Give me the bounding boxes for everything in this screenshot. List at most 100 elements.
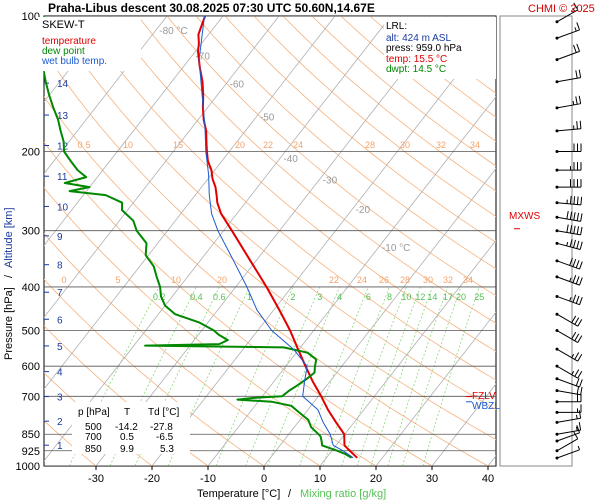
wind-barb	[555, 364, 583, 379]
pressure-tick-label: 850	[22, 429, 40, 441]
mixing-ratio-label: 0.4	[190, 292, 203, 302]
wind-barb-flag	[577, 370, 583, 379]
isotherm-line	[44, 16, 280, 318]
wind-barb	[555, 179, 582, 189]
wind-barb-flag	[576, 43, 581, 52]
legend-box	[38, 17, 141, 71]
wind-barb-dot	[555, 36, 559, 40]
adiabat-label-mid: 0	[61, 275, 66, 285]
wind-barb-staff	[556, 50, 580, 61]
adiabat-label-top: 22	[263, 140, 273, 150]
wind-barb-dot	[555, 229, 559, 233]
pressure-tick-label: 200	[22, 146, 40, 158]
wind-barb-dot	[555, 456, 559, 460]
wind-barb-flag	[569, 211, 573, 220]
y-axis-label-pressure: Pressure [hPa]	[3, 287, 15, 360]
wind-barb-flag	[579, 277, 583, 286]
y-axis-label-sep: /	[3, 274, 15, 278]
table-header-t: T	[124, 407, 130, 418]
wind-barb-flag	[569, 238, 573, 247]
wind-barb-staff	[556, 313, 579, 327]
wind-barb-dot	[555, 439, 559, 443]
isotherm-line	[263, 167, 496, 466]
altitude-tick-label: 1	[57, 441, 63, 452]
wind-barb-dot	[555, 432, 559, 436]
isotherm-label: -50	[260, 112, 275, 123]
lrl-alt: alt: 424 m ASL	[386, 33, 451, 44]
wind-barb-half	[571, 370, 575, 375]
table-row-500-td: -27.8	[150, 422, 173, 433]
temp-tick-label: 40	[482, 473, 494, 485]
wind-barb	[555, 22, 581, 40]
wind-barb-dot	[555, 347, 559, 351]
wind-barb	[555, 404, 582, 414]
altitude-tick-label: 7	[57, 288, 63, 299]
wind-barb-half	[574, 27, 577, 32]
wind-barb-staff	[556, 29, 580, 39]
legend-wet-bulb: wet bulb temp.	[41, 56, 107, 67]
table-header-td: Td [°C]	[148, 407, 179, 418]
temp-tick-label: 0	[261, 473, 267, 485]
table-row-500-t: -14.2	[115, 422, 138, 433]
wind-barb-dot	[555, 106, 559, 110]
mixing-ratio-label: 6	[366, 292, 371, 302]
mxws-label: MXWS	[509, 211, 540, 222]
table-row-700-t: 0.5	[120, 432, 134, 443]
wind-barb-flag	[580, 213, 583, 222]
wind-barb	[555, 69, 582, 84]
mixing-ratio-label: 1	[247, 292, 252, 302]
altitude-tick-label: 12	[57, 142, 69, 153]
adiabat-label-top: 10	[123, 140, 133, 150]
dew-point-line	[44, 16, 353, 459]
wind-barb-flag	[571, 315, 577, 323]
wind-barb-staff	[556, 77, 581, 83]
wind-barb	[555, 294, 583, 306]
pressure-tick-label: 600	[22, 361, 40, 373]
isotherm-line	[44, 16, 392, 462]
wind-barb-staff	[556, 438, 579, 452]
table-row-850-p: 850	[85, 444, 102, 455]
wind-barb-flag	[580, 386, 583, 395]
wind-barb-flag	[572, 258, 577, 267]
lrl-dwpt: dwpt: 14.5 °C	[386, 64, 446, 75]
wind-barb-flag	[571, 331, 577, 340]
dry-adiabat	[137, 16, 496, 324]
pressure-tick-label: 100	[22, 11, 40, 23]
wind-barb-flag	[576, 386, 580, 395]
wind-barb-flag	[575, 276, 580, 285]
wind-barb-staff	[556, 330, 579, 343]
altitude-tick-label: 3	[57, 393, 63, 404]
wind-barb-flag	[579, 296, 583, 305]
wind-barb-flag	[576, 22, 581, 31]
lrl-title: LRL:	[386, 21, 407, 32]
dry-adiabat	[253, 16, 496, 217]
adiabat-label-top: 5	[85, 140, 90, 150]
wind-barb-half	[576, 426, 578, 431]
wind-barb-flag	[576, 226, 580, 235]
wind-barb	[555, 410, 582, 424]
altitude-tick-label: 10	[57, 202, 69, 213]
mixing-ratio-label: 17	[443, 292, 453, 302]
wind-barb-flag	[573, 196, 576, 205]
adiabat-label-top: 20	[235, 140, 245, 150]
wind-barb-staff	[556, 365, 579, 379]
wind-barb	[555, 347, 583, 362]
wind-barb-flag	[574, 352, 580, 360]
adiabat-label-mid: 32	[443, 275, 453, 285]
wind-barb-flag	[579, 241, 583, 250]
wind-barb-dot	[555, 20, 559, 24]
mixing-ratio-label: 3	[317, 292, 322, 302]
altitude-tick-label: 4	[57, 368, 63, 379]
dry-adiabat	[79, 16, 496, 381]
pressure-tick-label: 500	[22, 326, 40, 338]
isotherm-label: -30	[323, 175, 338, 186]
wind-barb-staff	[556, 429, 581, 435]
table-row-850-td: 5.3	[160, 444, 174, 455]
altitude-tick-label: 9	[57, 232, 63, 243]
altitude-tick-label: 5	[57, 342, 63, 353]
mixing-ratio-label: 12	[415, 292, 425, 302]
wind-barb	[555, 195, 583, 206]
wind-barb-flag	[569, 195, 572, 204]
isotherm-line	[151, 24, 496, 466]
wind-barb-dot	[555, 364, 559, 368]
